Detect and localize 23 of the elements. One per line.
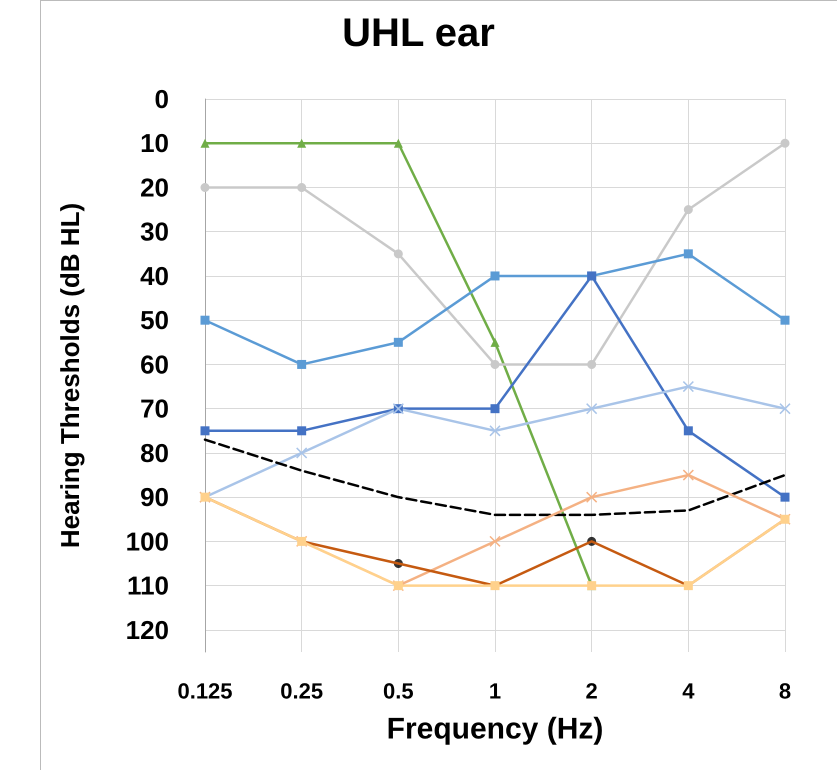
y-tick-label: 120: [126, 614, 169, 645]
y-tick-label: 0: [154, 84, 169, 114]
x-tick-label: 8: [778, 678, 792, 704]
x-tick-label: 0.125: [177, 678, 233, 704]
x-axis-title: Frequency (Hz): [386, 712, 604, 746]
y-tick-label: 110: [127, 570, 169, 601]
x-tick-label: 1: [488, 678, 502, 704]
x-tick-label: 2: [586, 678, 598, 704]
y-tick-label: 20: [140, 172, 169, 202]
y-tick-label: 90: [140, 482, 169, 512]
y-tick-label: 30: [140, 216, 169, 247]
y-tick-label: 10: [140, 128, 169, 158]
y-tick-label: 60: [140, 349, 169, 380]
y-tick-label: 70: [140, 394, 169, 424]
y-tick-label: 50: [140, 305, 169, 336]
y-tick-label: 80: [140, 438, 169, 468]
x-tick-label: 0.25: [280, 678, 324, 704]
y-tick-label: 100: [126, 526, 169, 556]
chart-title: UHL ear: [342, 11, 495, 55]
y-axis-title: Hearing Thresholds (dB HL): [55, 202, 85, 548]
y-tick-label: 40: [140, 260, 169, 291]
x-tick-label: 4: [682, 678, 696, 704]
x-tick-label: 0.5: [383, 678, 414, 704]
